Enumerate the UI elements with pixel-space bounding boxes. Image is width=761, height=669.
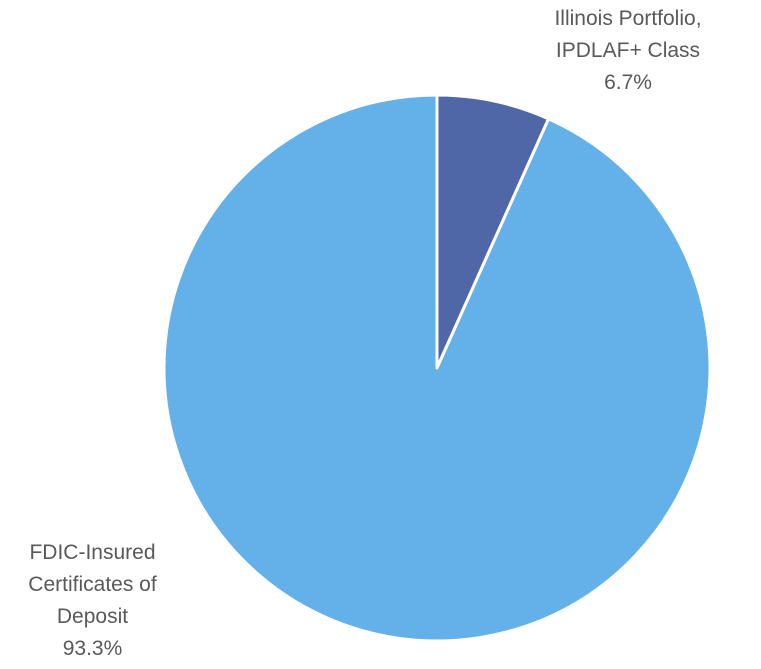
slice-label: Illinois Portfolio, IPDLAF+ Class 6.7%	[528, 3, 728, 99]
pie-slice	[435, 93, 551, 370]
category-label: FDIC-Insured Certificates of Deposit	[28, 541, 157, 628]
slice-label: FDIC-Insured Certificates of Deposit 93.3…	[5, 537, 180, 665]
category-label: Illinois Portfolio, IPDLAF+ Class	[554, 7, 702, 62]
pie-slice	[162, 93, 712, 643]
value-label: 6.7%	[604, 71, 652, 94]
value-label: 93.3%	[62, 637, 123, 660]
